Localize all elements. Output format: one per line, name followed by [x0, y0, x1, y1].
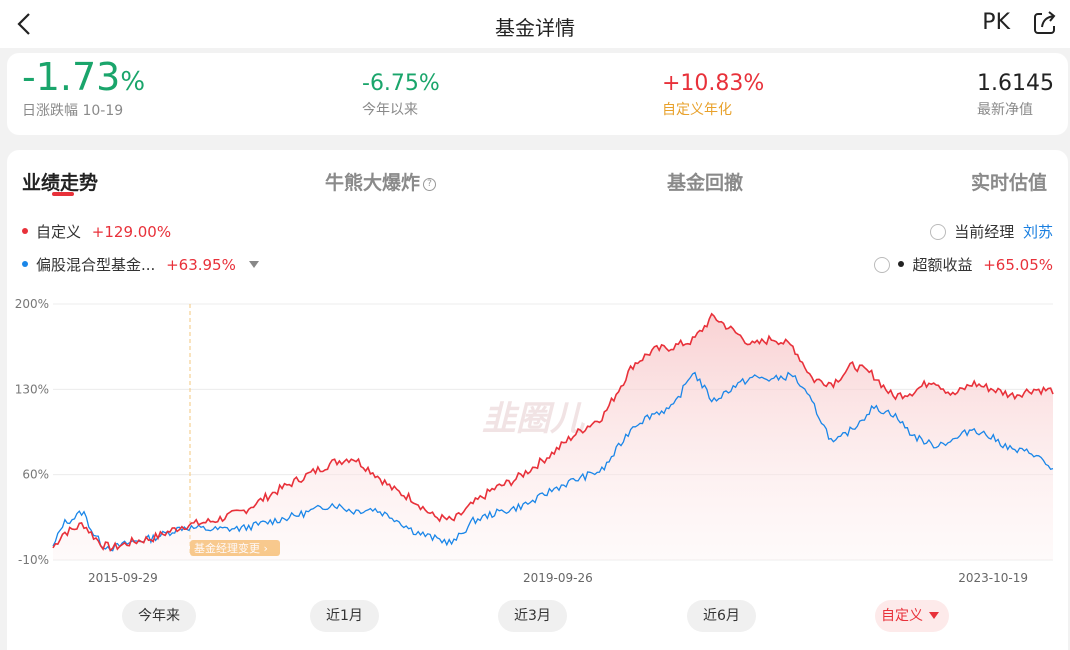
y-tick-label: 200%	[15, 297, 49, 311]
range-custom[interactable]: 自定义	[875, 600, 949, 632]
page-title: 基金详情	[495, 16, 575, 40]
y-tick-label: 130%	[15, 382, 49, 396]
radio-circle-icon[interactable]	[874, 257, 891, 273]
series-line-custom	[52, 312, 1054, 552]
range-3m[interactable]: 近3月	[498, 600, 567, 632]
range-6m[interactable]: 近6月	[687, 600, 756, 632]
current-manager-toggle[interactable]: 当前经理 刘苏	[930, 221, 1053, 242]
red-dot-icon	[22, 228, 28, 234]
ytd-label: 今年以来	[362, 102, 418, 118]
nav-label: 最新净值	[977, 102, 1033, 118]
daily-change-value: -1.73%	[22, 55, 146, 99]
pk-button[interactable]: PK	[982, 10, 1010, 35]
series-area-custom	[53, 313, 1053, 560]
legend-series2[interactable]: 偏股混合型基金... +63.95%	[22, 254, 259, 275]
performance-card: 业绩走势 牛熊大爆炸? 基金回撤 实时估值 自定义 +129.00% 偏股混合型…	[7, 150, 1068, 650]
nav-value: 1.6145	[977, 71, 1054, 96]
black-dot-icon	[898, 261, 905, 267]
x-tick-label: 2015-09-29	[88, 571, 158, 585]
blue-dot-icon	[22, 261, 28, 267]
x-tick-label: 2019-09-26	[523, 571, 593, 585]
excess-return-toggle[interactable]: 超额收益 +65.05%	[874, 254, 1053, 275]
question-icon[interactable]: ?	[423, 178, 437, 191]
time-range-selector: 今年来 近1月 近3月 近6月 自定义	[7, 600, 1068, 634]
custom-annual-label: 自定义年化	[662, 102, 732, 118]
performance-chart-svg: 200%130%60%-10%韭圈儿基金经理变更 ›2015-09-292019…	[15, 297, 1054, 585]
tab-performance[interactable]: 业绩走势	[22, 172, 99, 194]
chart-tabs: 业绩走势 牛熊大爆炸? 基金回撤 实时估值	[7, 168, 1068, 198]
tab-bull-bear[interactable]: 牛熊大爆炸?	[325, 168, 437, 195]
performance-chart[interactable]: 200%130%60%-10%韭圈儿基金经理变更 ›2015-09-292019…	[7, 290, 1068, 590]
watermark-text: 韭圈儿	[482, 399, 585, 439]
series-line-peer-average	[52, 371, 1054, 552]
custom-annual-stat: +10.83% 自定义年化	[662, 67, 764, 119]
tab-realtime-estimate[interactable]: 实时估值	[971, 172, 1048, 194]
tab-drawdown[interactable]: 基金回撤	[667, 172, 744, 194]
y-tick-label: -10%	[18, 553, 49, 567]
top-nav-bar: 基金详情 PK	[0, 0, 1070, 48]
range-ytd[interactable]: 今年来	[122, 600, 196, 632]
range-1m[interactable]: 近1月	[310, 600, 379, 632]
manager-name-link[interactable]: 刘苏	[1022, 223, 1053, 241]
y-tick-label: 60%	[22, 468, 49, 482]
dropdown-triangle-icon	[929, 612, 939, 619]
legend-series1[interactable]: 自定义 +129.00%	[22, 221, 171, 242]
x-tick-label: 2023-10-19	[958, 571, 1028, 585]
back-arrow-icon[interactable]	[12, 10, 40, 38]
share-icon[interactable]	[1032, 10, 1058, 36]
ytd-stat: -6.75% 今年以来	[362, 67, 440, 119]
daily-change-label: 日涨跌幅 10-19	[22, 103, 124, 119]
fund-stats-card: -1.73% 日涨跌幅 10-19 -6.75% 今年以来 +10.83% 自定…	[7, 53, 1068, 135]
dropdown-triangle-icon[interactable]	[248, 261, 259, 268]
ytd-value: -6.75%	[362, 71, 440, 96]
custom-annual-value: +10.83%	[662, 71, 765, 96]
daily-change-stat: -1.73% 日涨跌幅 10-19	[22, 57, 145, 120]
nav-stat: 1.6145 最新净值	[977, 67, 1054, 119]
radio-circle-icon[interactable]	[930, 224, 947, 240]
active-tab-indicator	[52, 192, 74, 196]
